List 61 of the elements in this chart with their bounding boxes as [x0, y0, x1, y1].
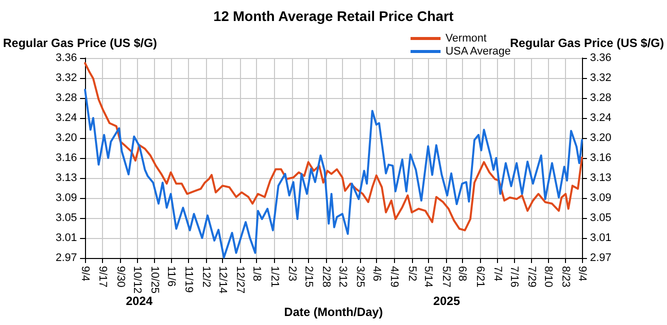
y-tick-label: 2.97	[56, 252, 78, 264]
y2-tick-label: 3.32	[590, 72, 612, 84]
x-axis-title: Date (Month/Day)	[284, 305, 383, 319]
x-tick-label: 12/14	[216, 266, 229, 294]
y2-tick-label: 3.28	[590, 92, 612, 104]
x-tick-label: 4/6	[370, 266, 382, 282]
y-axis-title: Regular Gas Price (US $/G)	[2, 36, 158, 50]
x-tick-label: 9/30	[114, 266, 126, 288]
text: 2025	[433, 294, 460, 308]
x-tick-label: 8/23	[560, 266, 572, 288]
y2-tick-label: 3.01	[590, 232, 612, 244]
chart-title: 12 Month Average Retail Price Chart	[213, 8, 454, 24]
y2-tick-label: 2.97	[590, 252, 612, 264]
x-tick-label: 9/17	[96, 266, 109, 288]
x-tick-label: 6/21	[474, 266, 486, 288]
x-tick-label: 2/3	[286, 266, 298, 282]
x-tick-label: 4/19	[388, 266, 400, 288]
legend-label: USA Average	[446, 46, 511, 58]
x-tick-label: 7/4	[492, 266, 504, 282]
x-tick-label: 7/29	[526, 266, 538, 288]
y2-axis-title: Regular Gas Price (US $/G)	[510, 36, 664, 50]
y2-tick-label: 3.24	[590, 112, 612, 124]
x-tick-label: 12/2	[200, 266, 212, 288]
y-tick-label: 3.09	[56, 192, 78, 204]
legend-label: Vermont	[446, 32, 487, 44]
x-tick-label: 5/14	[422, 266, 434, 288]
y-tick-label: 3.28	[56, 92, 78, 104]
x-tick-label: 5/2	[406, 266, 418, 282]
y-tick-label: 3.36	[56, 52, 78, 64]
y2-tick-label: 3.20	[590, 132, 612, 144]
x-tick-label: 7/16	[508, 266, 520, 288]
y-tick-label: 3.20	[56, 132, 78, 144]
y2-tick-label: 3.09	[590, 192, 612, 204]
x-tick-label: 3/25	[354, 266, 366, 288]
x-tick-label: 10/12	[130, 266, 143, 294]
x-tick-label: 1/8	[250, 266, 263, 282]
x-tick-label: 9/4	[576, 266, 588, 282]
x-tick-label: 5/27	[440, 266, 452, 288]
line-series	[84, 62, 583, 232]
x-tick-label: 10/25	[148, 266, 160, 294]
y-tick-label: 3.13	[56, 172, 78, 184]
y2-tick-label: 3.05	[590, 212, 612, 224]
y-tick-label: 3.32	[56, 72, 78, 84]
y-tick-label: 3.05	[56, 212, 78, 224]
x-tick-label: 3/12	[336, 266, 348, 288]
x-tick-label: 9/4	[79, 266, 92, 282]
x-tick-label: 1/21	[268, 266, 280, 288]
y-tick-label: 3.01	[56, 232, 78, 244]
y-tick-label: 3.24	[56, 112, 78, 124]
x-tick-label: 8/10	[542, 266, 554, 288]
x-tick-label: 6/8	[456, 266, 468, 282]
x-tick-label: 11/6	[164, 266, 177, 287]
y2-tick-label: 3.16	[590, 152, 612, 164]
x-tick-label: 2/15	[302, 266, 314, 288]
x-tick-label: 11/19	[182, 266, 194, 293]
y2-tick-label: 3.36	[590, 52, 612, 64]
x-tick-label: 2/28	[320, 266, 332, 288]
x-tick-label: 12/27	[234, 266, 246, 294]
y2-tick-label: 3.13	[590, 172, 612, 184]
text: 2024	[126, 294, 153, 308]
y-tick-label: 3.16	[56, 152, 78, 164]
